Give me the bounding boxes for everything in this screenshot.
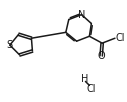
Text: S: S <box>7 40 13 50</box>
Text: N: N <box>78 10 85 20</box>
Text: H: H <box>81 74 88 84</box>
Text: Cl: Cl <box>116 33 125 43</box>
Text: O: O <box>97 51 105 61</box>
Text: Cl: Cl <box>87 84 96 94</box>
